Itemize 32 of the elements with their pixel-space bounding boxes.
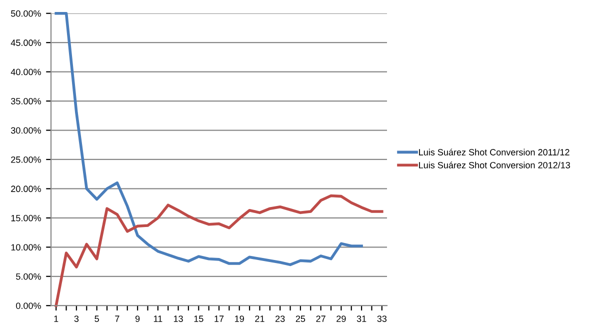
x-tick-label: 27 — [316, 316, 326, 322]
x-tick-label: 19 — [235, 316, 244, 322]
x-tick-label: 3 — [74, 316, 79, 322]
x-tick-label: 17 — [214, 316, 224, 322]
line-series — [54, 12, 363, 266]
x-tick-label: 25 — [296, 316, 306, 322]
y-tick-label: 0.00% — [16, 302, 41, 309]
x-tick-label: 9 — [135, 316, 140, 322]
y-tick-label: 45.00% — [10, 40, 41, 46]
x-tick-label: 5 — [94, 316, 99, 322]
y-tick-label: 50.00% — [11, 10, 41, 17]
x-tick-label: 33 — [377, 316, 387, 322]
y-tick-label: 10.00% — [11, 244, 41, 251]
legend-label: Luis Suárez Shot Conversion 2011/12 — [419, 148, 570, 156]
line-series — [54, 194, 384, 307]
y-tick-label: 35.00% — [11, 98, 41, 104]
x-tick-label: 21 — [255, 316, 264, 322]
y-tick-label: 15.00% — [11, 214, 41, 222]
x-tick-label: 13 — [174, 316, 183, 322]
x-tick-label: 11 — [154, 316, 162, 322]
legend-label: Luis Suárez Shot Conversion 2012/13 — [419, 162, 570, 168]
x-tick-label: 15 — [194, 316, 204, 322]
y-tick-label: 40.00% — [10, 68, 41, 76]
x-tick-label: 7 — [115, 316, 120, 322]
y-tick-label: 20.00% — [11, 186, 41, 192]
y-tick-label: 5.00% — [16, 273, 41, 280]
x-tick-label: 31 — [356, 316, 366, 322]
x-tick-label: 1 — [54, 316, 58, 322]
y-tick-label: 25.00% — [11, 156, 41, 163]
x-tick-label: 29 — [336, 316, 346, 322]
x-tick-label: 23 — [276, 316, 285, 322]
y-tick-label: 30.00% — [11, 127, 41, 134]
